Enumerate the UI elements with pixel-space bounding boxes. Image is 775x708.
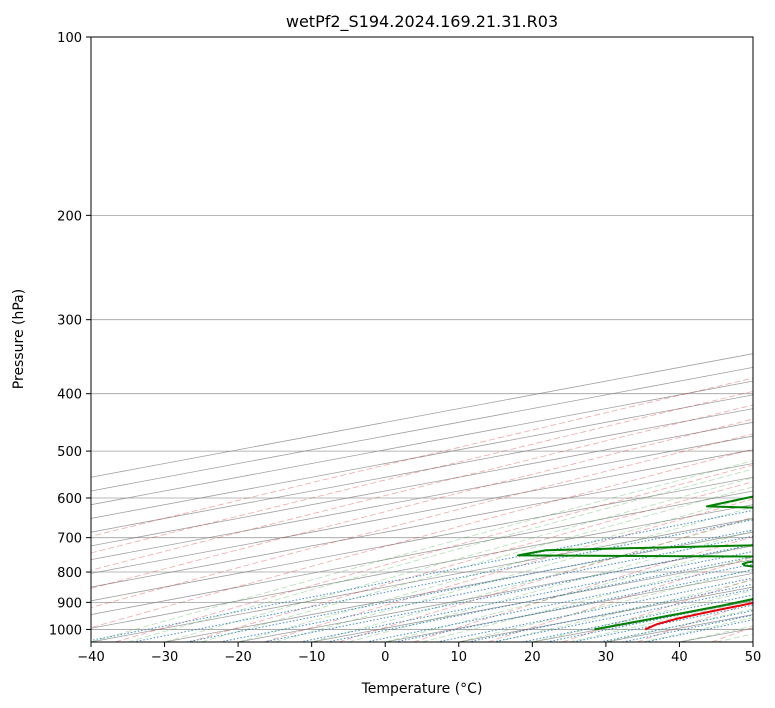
isotherm-line: [605, 614, 753, 642]
dry-adiabat-line: [91, 390, 753, 554]
dry-adiabat-line: [637, 601, 753, 642]
dry-adiabat-line: [91, 377, 753, 537]
dry-adiabat-line: [338, 516, 753, 642]
moist-adiabat-line: [201, 486, 753, 642]
plot-frame: [90, 36, 754, 643]
dry-adiabat-line: [487, 556, 753, 642]
moist-adiabat-line: [237, 496, 753, 642]
isotherm-line: [458, 586, 753, 642]
y-tick-label: 1000: [49, 623, 82, 638]
isotherm-line: [164, 531, 753, 642]
x-tick-label: −30: [151, 650, 178, 665]
moist-adiabat-line: [127, 468, 753, 642]
mixing-ratio-line: [299, 551, 753, 642]
moist-adiabat-line: [348, 530, 753, 642]
moist-adiabat-line: [642, 617, 753, 642]
dry-adiabat-line: [91, 448, 753, 629]
y-tick-label: 400: [57, 388, 82, 403]
moist-adiabat-line: [274, 506, 753, 642]
x-tick-label: −40: [77, 650, 104, 665]
isotherm-line: [238, 545, 753, 642]
dewpoint-profile-line: [517, 495, 753, 631]
isotherm-line: [91, 366, 753, 492]
y-tick-label: 100: [57, 31, 82, 46]
isotherm-line: [752, 641, 753, 642]
isotherm-line: [385, 572, 753, 642]
moist-adiabat-line: [569, 599, 753, 642]
isotherm-line: [91, 463, 753, 588]
x-tick-label: 20: [524, 650, 541, 665]
y-tick-label: 700: [57, 532, 82, 547]
dry-adiabat-line: [189, 481, 753, 642]
moist-adiabat-line: [458, 568, 753, 642]
chart-title: wetPf2_S194.2024.169.21.31.R03: [286, 12, 558, 32]
y-axis-label: Pressure (hPa): [11, 289, 27, 389]
dry-adiabat-line: [91, 404, 753, 571]
x-tick-label: 40: [671, 650, 688, 665]
y-tick-label: 900: [57, 596, 82, 611]
y-tick-label: 800: [57, 566, 82, 581]
x-tick-label: 0: [381, 650, 389, 665]
dry-adiabat-line: [114, 464, 753, 642]
mixing-ratio-line: [365, 563, 753, 642]
isotherm-line: [91, 449, 753, 574]
moist-adiabat-line: [164, 477, 753, 642]
isotherm-line: [91, 504, 753, 629]
moist-adiabat-line: [385, 543, 753, 642]
isotherm-line: [91, 353, 753, 478]
dry-adiabat-line: [91, 418, 753, 589]
moist-adiabat-line: [421, 556, 753, 642]
isotherm-line: [91, 408, 753, 533]
x-tick-label: 30: [598, 650, 615, 665]
y-tick-label: 200: [57, 209, 82, 224]
mixing-ratio-line: [572, 604, 753, 642]
isotherm-line: [91, 421, 753, 547]
skewt-axes: −40 −30 −20 −10 0 10 20 30 40 50 100 200 300 400 500 60…: [49, 31, 761, 665]
isotherm-line: [679, 627, 753, 642]
skewt-profiles: [517, 495, 753, 631]
x-tick-label: 50: [745, 650, 762, 665]
y-tick-label: 500: [57, 445, 82, 460]
isotherm-line: [91, 380, 753, 506]
skewt-grid: [91, 37, 753, 642]
x-tick-label: 10: [451, 650, 468, 665]
dry-adiabat-line: [264, 498, 753, 642]
moist-adiabat-line: [91, 460, 753, 642]
y-tick-label: 600: [57, 492, 82, 507]
mixing-ratio-line: [394, 569, 753, 642]
x-tick-label: −20: [224, 650, 251, 665]
y-tick-label: 300: [57, 314, 82, 329]
isotherm-line: [91, 490, 753, 615]
moist-adiabat-line: [679, 625, 753, 642]
x-axis-label: Temperature (°C): [361, 681, 483, 697]
mixing-ratio-line: [91, 509, 753, 641]
isotherm-line: [91, 394, 753, 519]
isotherm-line: [91, 518, 753, 642]
moist-adiabat-line: [311, 518, 753, 642]
moist-adiabat-line: [605, 608, 753, 642]
dry-adiabat-line: [91, 433, 753, 608]
isotherm-line: [91, 476, 753, 602]
isotherm-line: [91, 435, 753, 561]
x-tick-label: −10: [298, 650, 325, 665]
mixing-ratio-line: [326, 556, 753, 642]
